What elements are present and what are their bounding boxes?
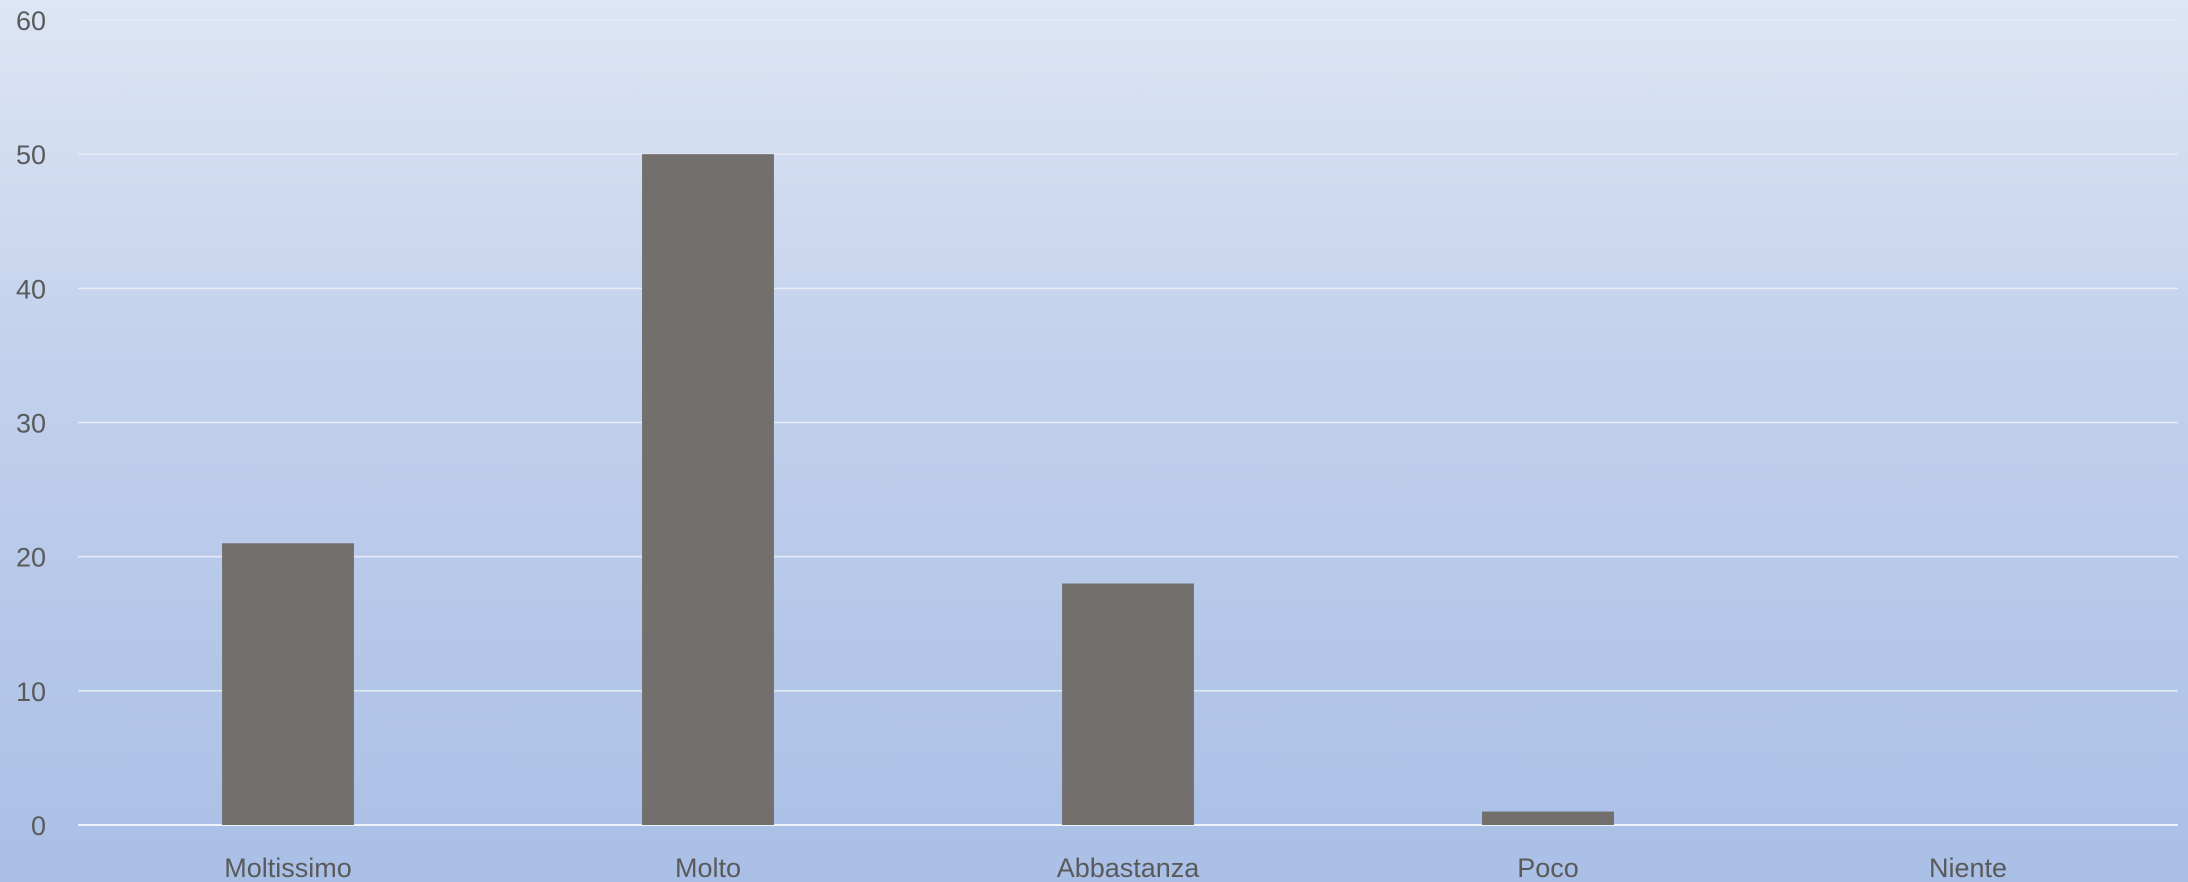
y-tick-label: 20: [16, 543, 46, 573]
bar-poco: [1482, 811, 1614, 825]
x-tick-label-moltissimo: Moltissimo: [224, 853, 352, 882]
bars: [222, 154, 1614, 825]
bar-abbastanza: [1062, 583, 1194, 825]
bar-molto: [642, 154, 774, 825]
y-tick-label: 0: [31, 811, 46, 841]
y-tick-label: 30: [16, 409, 46, 439]
x-axis-tick-labels: Moltissimo Molto Abbastanza Poco Niente: [224, 853, 2007, 882]
x-tick-label-molto: Molto: [675, 853, 741, 882]
y-tick-label: 60: [16, 6, 46, 36]
y-tick-label: 40: [16, 274, 46, 304]
gridlines: [78, 19, 2178, 826]
y-axis-tick-labels: 0 10 20 30 40 50 60: [16, 6, 46, 841]
x-tick-label-niente: Niente: [1929, 853, 2007, 882]
y-tick-label: 50: [16, 140, 46, 170]
x-tick-label-poco: Poco: [1517, 853, 1579, 882]
bar-moltissimo: [222, 543, 354, 825]
x-tick-label-abbastanza: Abbastanza: [1057, 853, 1201, 882]
y-tick-label: 10: [16, 677, 46, 707]
